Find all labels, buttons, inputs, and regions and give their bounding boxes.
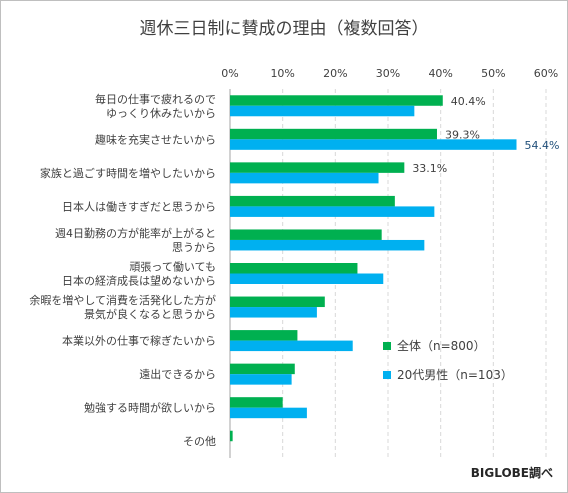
category-label: 景気が良くなると思うから [84, 307, 216, 321]
bar-overall [230, 296, 325, 308]
legend-swatch [383, 342, 391, 350]
chart-title: 週休三日制に賛成の理由（複数回答） [140, 19, 429, 39]
data-label: 33.1% [412, 162, 447, 175]
category-label: 勉強する時間が欲しいから [84, 401, 216, 415]
bar-overall [230, 330, 298, 341]
data-label: 40.4% [451, 95, 486, 108]
bar-twenties-male [230, 139, 517, 150]
category-label: 本業以外の仕事で稼ぎたいから [62, 334, 216, 348]
category-labels: 毎日の仕事で疲れるのでゆっくり休みたいから趣味を充実させたいから家族と過ごす時間… [29, 92, 216, 448]
bar-overall [230, 363, 295, 375]
bar-overall [230, 95, 443, 106]
x-tick-label: 20% [323, 67, 347, 80]
bar-overall [230, 263, 358, 274]
bar-overall [230, 229, 382, 240]
source-note: BIGLOBE調べ [471, 465, 553, 480]
category-label: 日本の経済成長は望めないから [62, 274, 216, 288]
category-label: ゆっくり休みたいから [106, 107, 216, 120]
bar-overall [230, 195, 395, 207]
legend-label: 20代男性（n=103） [397, 368, 513, 382]
bar-twenties-male [230, 172, 379, 184]
category-label: 家族と過ごす時間を増やしたいから [40, 166, 216, 180]
bar-overall [230, 128, 437, 140]
legend-label: 全体（n=800） [397, 338, 486, 353]
category-label: 思うから [172, 241, 216, 254]
x-tick-label: 40% [428, 67, 452, 80]
bar-overall [230, 430, 233, 442]
x-axis-ticks: 0% 10% 20% 30% 40% 50% 60% [221, 67, 558, 80]
category-label: 余暇を増やして消費を活発化した方が [29, 293, 216, 307]
bar-overall [230, 397, 283, 408]
bar-twenties-male [230, 407, 307, 419]
category-label: 遠出できるから [139, 367, 216, 381]
category-label: その他 [183, 435, 216, 448]
bar-twenties-male [230, 105, 415, 117]
data-labels: 40.4% 39.3% 33.1% 54.4% [412, 95, 559, 175]
category-label: 毎日の仕事で疲れるので [95, 92, 216, 106]
bar-twenties-male [230, 239, 425, 251]
x-tick-label: 0% [221, 67, 238, 80]
category-label: 趣味を充実させたいから [95, 132, 216, 146]
category-label: 日本人は働きすぎだと思うから [62, 199, 216, 213]
bar-twenties-male [230, 340, 353, 352]
x-tick-label: 10% [270, 67, 294, 80]
legend: 全体（n=800） 20代男性（n=103） [383, 338, 513, 382]
bar-twenties-male [230, 374, 292, 385]
bar-twenties-male [230, 206, 435, 217]
category-label: 頑張って働いても [129, 261, 216, 274]
x-tick-label: 60% [534, 67, 558, 80]
bar-overall [230, 162, 405, 173]
data-label: 39.3% [445, 128, 480, 141]
bar-twenties-male [230, 307, 317, 318]
category-label: 週4日勤務の方が能率が上がると [55, 226, 216, 240]
data-label: 54.4% [525, 139, 560, 152]
x-tick-label: 30% [376, 67, 400, 80]
bar-twenties-male [230, 273, 384, 284]
legend-swatch [383, 371, 391, 379]
x-tick-label: 50% [481, 67, 505, 80]
bars [230, 95, 517, 442]
